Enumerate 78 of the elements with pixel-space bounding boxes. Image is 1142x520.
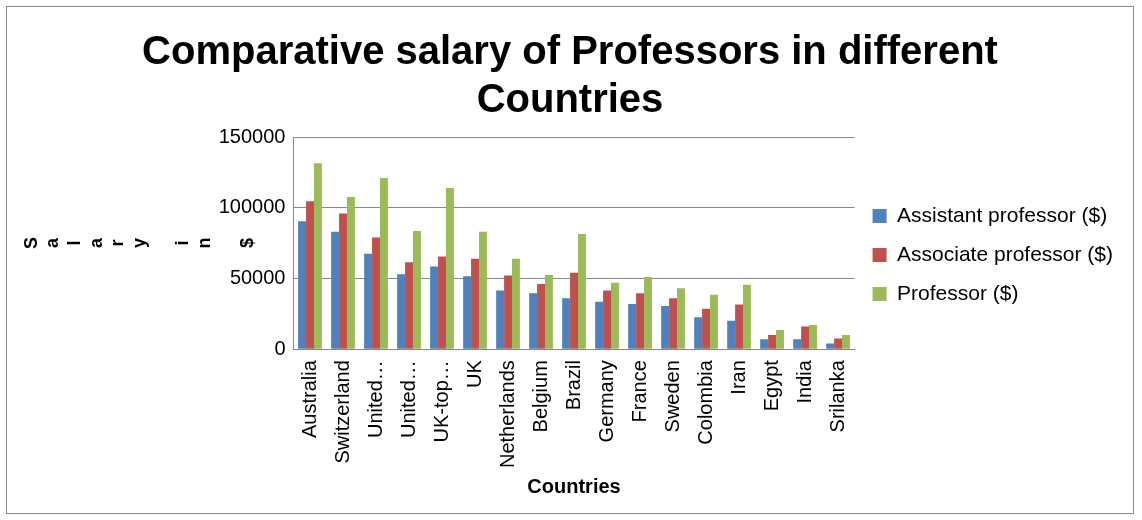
bar — [379, 178, 388, 349]
bar — [364, 253, 373, 349]
bar — [331, 231, 340, 349]
bar — [504, 275, 512, 349]
x-tick-label: Iran — [726, 360, 749, 395]
bar — [537, 284, 545, 349]
bar — [562, 298, 571, 349]
legend-label: Assistant professor ($) — [897, 202, 1108, 226]
legend-label: Professor ($) — [897, 280, 1019, 304]
bar — [743, 284, 751, 349]
bar — [694, 317, 703, 349]
bar — [471, 258, 479, 349]
bar — [313, 163, 322, 349]
x-tick-label: Sweden — [660, 360, 683, 433]
x-tick-label: Colombia — [693, 359, 716, 445]
x-tick-label: France — [627, 360, 650, 423]
bar — [735, 304, 744, 349]
y-tick-label: 150000 — [218, 124, 286, 147]
bar — [834, 338, 843, 349]
bar — [529, 293, 538, 349]
bar — [511, 258, 520, 349]
bar — [760, 339, 769, 349]
bar — [412, 231, 421, 349]
bar — [661, 306, 670, 349]
bar — [710, 294, 718, 349]
chart-title: Comparative salary of Professors in different Countries — [142, 28, 998, 121]
bar — [702, 308, 711, 349]
x-tick-label: Srilanka — [825, 359, 848, 433]
x-tick-label: Switzerland — [330, 360, 353, 464]
bar — [793, 339, 802, 349]
bar — [306, 201, 314, 349]
bar — [372, 237, 380, 349]
bar — [397, 274, 406, 349]
bar — [595, 301, 604, 349]
bar — [644, 277, 652, 349]
bar — [801, 326, 810, 349]
x-tick-label: Netherlands — [495, 360, 518, 468]
bar — [677, 288, 685, 349]
bar — [669, 298, 678, 349]
bar — [405, 262, 413, 349]
bar — [463, 276, 472, 349]
bar — [545, 274, 553, 349]
x-tick-label: Belgium — [528, 360, 551, 433]
bar — [478, 231, 487, 349]
bar — [298, 221, 307, 349]
bar — [570, 272, 578, 349]
bar — [776, 330, 784, 349]
bar — [496, 290, 505, 349]
x-tick-label: Australia — [297, 359, 320, 438]
bar — [826, 343, 835, 349]
bar — [842, 335, 850, 349]
x-tick-label: UK — [462, 359, 485, 388]
x-tick-label: UK-top… — [429, 360, 452, 443]
x-tick-label: Germany — [594, 360, 617, 443]
bar — [339, 213, 347, 349]
bar — [578, 233, 586, 349]
bar — [628, 303, 637, 349]
bar — [346, 197, 355, 349]
bar — [636, 293, 645, 349]
x-tick-label: United… — [396, 360, 419, 438]
bar — [727, 320, 736, 349]
x-tick-label: Egypt — [759, 359, 782, 412]
y-tick-label: 50000 — [229, 265, 286, 288]
legend-label: Associate professor ($) — [897, 241, 1114, 265]
bar — [768, 335, 777, 349]
bar — [438, 256, 446, 349]
bar — [445, 187, 454, 349]
y-tick-label: 0 — [274, 336, 286, 359]
y-tick-label: 100000 — [218, 195, 286, 218]
bar — [809, 325, 817, 349]
bar — [603, 290, 612, 349]
x-tick-label: Brazil — [561, 360, 584, 411]
bar — [611, 282, 619, 349]
bar — [430, 266, 439, 349]
text: Salary in $ — [20, 237, 257, 250]
x-tick-label: United… — [363, 360, 386, 438]
x-axis-title: Countries — [527, 474, 621, 497]
x-tick-label: India — [792, 359, 815, 404]
